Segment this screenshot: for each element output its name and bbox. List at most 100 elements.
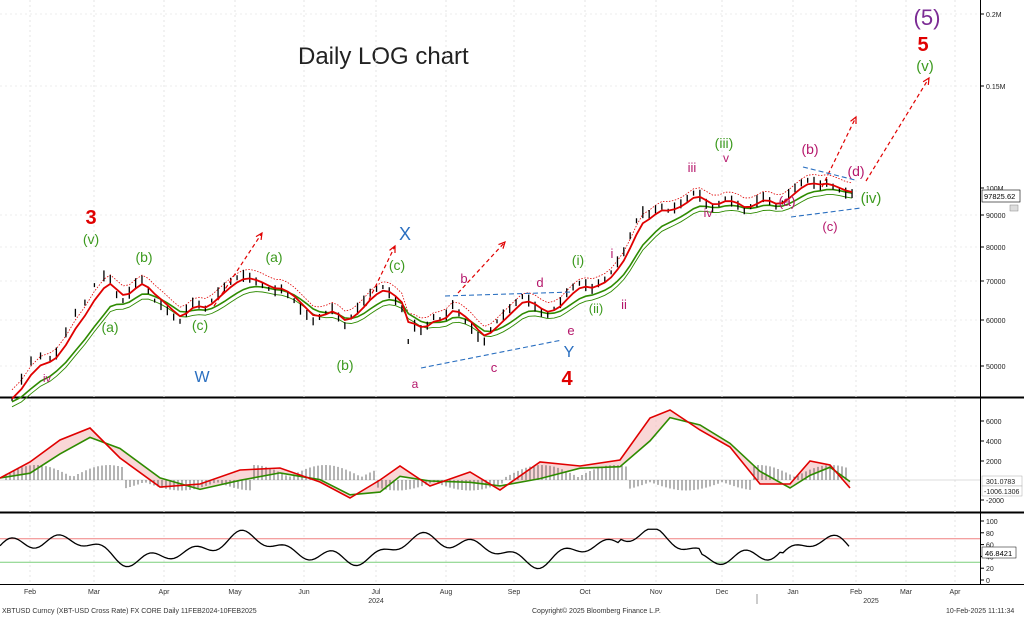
last-price-tag: [981, 189, 1021, 203]
wave-label: ii: [621, 297, 627, 312]
wave-label: e: [567, 323, 574, 338]
wave-label: a: [412, 377, 419, 391]
x-tick-label: Jun: [298, 589, 309, 596]
macd-tick-label: 2000: [986, 459, 1002, 466]
footer-source: XBTUSD Curncy (XBT-USD Cross Rate) FX CO…: [2, 608, 257, 615]
x-tick-label: Aug: [440, 589, 453, 596]
wave-label: X: [399, 224, 411, 244]
wave-label: (5): [914, 5, 941, 30]
wave-label: Y: [564, 344, 575, 361]
x-tick-label: Oct: [580, 589, 591, 596]
slow-average: [11, 188, 853, 403]
x-tick-label: Feb: [24, 589, 36, 596]
upper-envelope: [11, 174, 853, 391]
wave-label: (v): [916, 58, 934, 75]
wave-label: b: [460, 271, 467, 286]
x-tick-label: Apr: [159, 589, 171, 596]
wave-label: (b): [135, 249, 152, 265]
x-tick-label: Sep: [508, 589, 521, 596]
rsi-value-tag: [981, 546, 1017, 559]
macd-signal-tag: [981, 485, 1023, 497]
axes: Feb Mar Apr May Jun Jul Aug Sep Oct Nov Dec Jan Feb M…: [24, 12, 1023, 605]
wave-label: 4: [561, 368, 573, 390]
wave-label: i: [611, 246, 614, 261]
wave-label: (c): [822, 219, 837, 234]
price-tick-label: 70000: [986, 279, 1006, 286]
wave-label: (c): [389, 257, 405, 273]
rsi-panel: [0, 528, 980, 570]
x-tick-label: Dec: [716, 589, 729, 596]
channel-line: [802, 166, 856, 181]
footer-copyright: Copyright© 2025 Bloomberg Finance L.P.: [532, 607, 661, 615]
price-tick-label: 90000: [986, 213, 1006, 220]
price-tick-label: 0.15M: [986, 84, 1006, 91]
x-tick-label: May: [228, 589, 242, 596]
macd-value: 301.0783: [986, 479, 1015, 486]
rsi-tick-label: 20: [986, 566, 994, 573]
wave-label: (i): [572, 252, 584, 268]
price-series: [11, 174, 853, 408]
wave-label: (ii): [589, 301, 603, 316]
macd-tick-label: 6000: [986, 419, 1002, 426]
price-tick-label: 80000: [986, 245, 1006, 252]
x-tick-label: Apr: [950, 589, 962, 596]
projection-arrowhead: [498, 240, 506, 249]
chart-title: Daily LOG chart: [298, 43, 469, 70]
rsi-tick-label: 60: [986, 543, 994, 550]
projection-arrowhead: [850, 115, 857, 125]
projection-line: [213, 232, 263, 307]
price-grid: [0, 0, 980, 584]
footer-timestamp: 10-Feb-2025 11:11:34: [946, 608, 1014, 615]
year-label: 2025: [863, 598, 879, 605]
price-tick-label: 100M: [986, 186, 1004, 193]
year-label: 2024: [368, 598, 384, 605]
wave-label: (iv): [861, 190, 882, 207]
wave-label: iv: [43, 373, 51, 385]
rsi-line: [0, 528, 850, 570]
wave-label: (a): [778, 193, 795, 209]
macd-line: [0, 409, 851, 499]
macd-tick-label: -2000: [986, 498, 1004, 505]
x-tick-label: Jul: [372, 589, 381, 596]
projection-line: [865, 77, 930, 182]
price-tick-label: 0.2M: [986, 12, 1002, 19]
macd-signal-line: [0, 416, 851, 496]
wave-annotations: iv3(v)(b)(a) (c)W(a)(b)(c)XabcdeY4(i)(ii)…: [43, 5, 940, 391]
last-price-value: 97825.62: [984, 192, 1015, 201]
projection-line: [457, 241, 506, 294]
price-tick-label: 50000: [986, 364, 1006, 371]
rsi-tick-label: 0: [986, 578, 990, 585]
wave-label: iii: [688, 160, 697, 175]
channel-line: [444, 291, 574, 297]
wave-label: (iii): [715, 135, 734, 151]
wave-label: (c): [192, 317, 208, 333]
macd-signal-value: -1006.1306: [984, 489, 1020, 496]
price-panel: [0, 0, 980, 396]
wave-label: iv: [704, 206, 713, 220]
wave-label: d: [536, 275, 543, 290]
x-tick-label: Mar: [88, 589, 101, 596]
projection-arrowhead: [922, 76, 930, 86]
wave-label: (b): [336, 357, 353, 373]
x-tick-label: Jan: [787, 589, 798, 596]
wave-label: v: [723, 151, 729, 165]
wave-label: 3: [85, 207, 96, 229]
wave-label: (a): [265, 249, 282, 265]
wave-label: (v): [83, 231, 99, 247]
rsi-value: 46.8421: [985, 549, 1012, 558]
rsi-tick-label: 100: [986, 519, 998, 526]
x-tick-label: Mar: [900, 589, 913, 596]
wave-label: 5: [917, 34, 928, 56]
projection-arrowhead: [255, 231, 263, 241]
wave-label: (a): [101, 319, 118, 335]
macd-tick-label: 4000: [986, 439, 1002, 446]
wave-label: (d): [847, 163, 864, 179]
x-tick-label: Feb: [850, 589, 862, 596]
scroll-marker: [1009, 204, 1019, 212]
wave-label: W: [194, 369, 210, 386]
projection-arrowhead: [389, 244, 396, 254]
x-tick-label: Nov: [650, 589, 663, 596]
price-tick-label: 60000: [986, 318, 1006, 325]
fast-average: [11, 182, 853, 400]
